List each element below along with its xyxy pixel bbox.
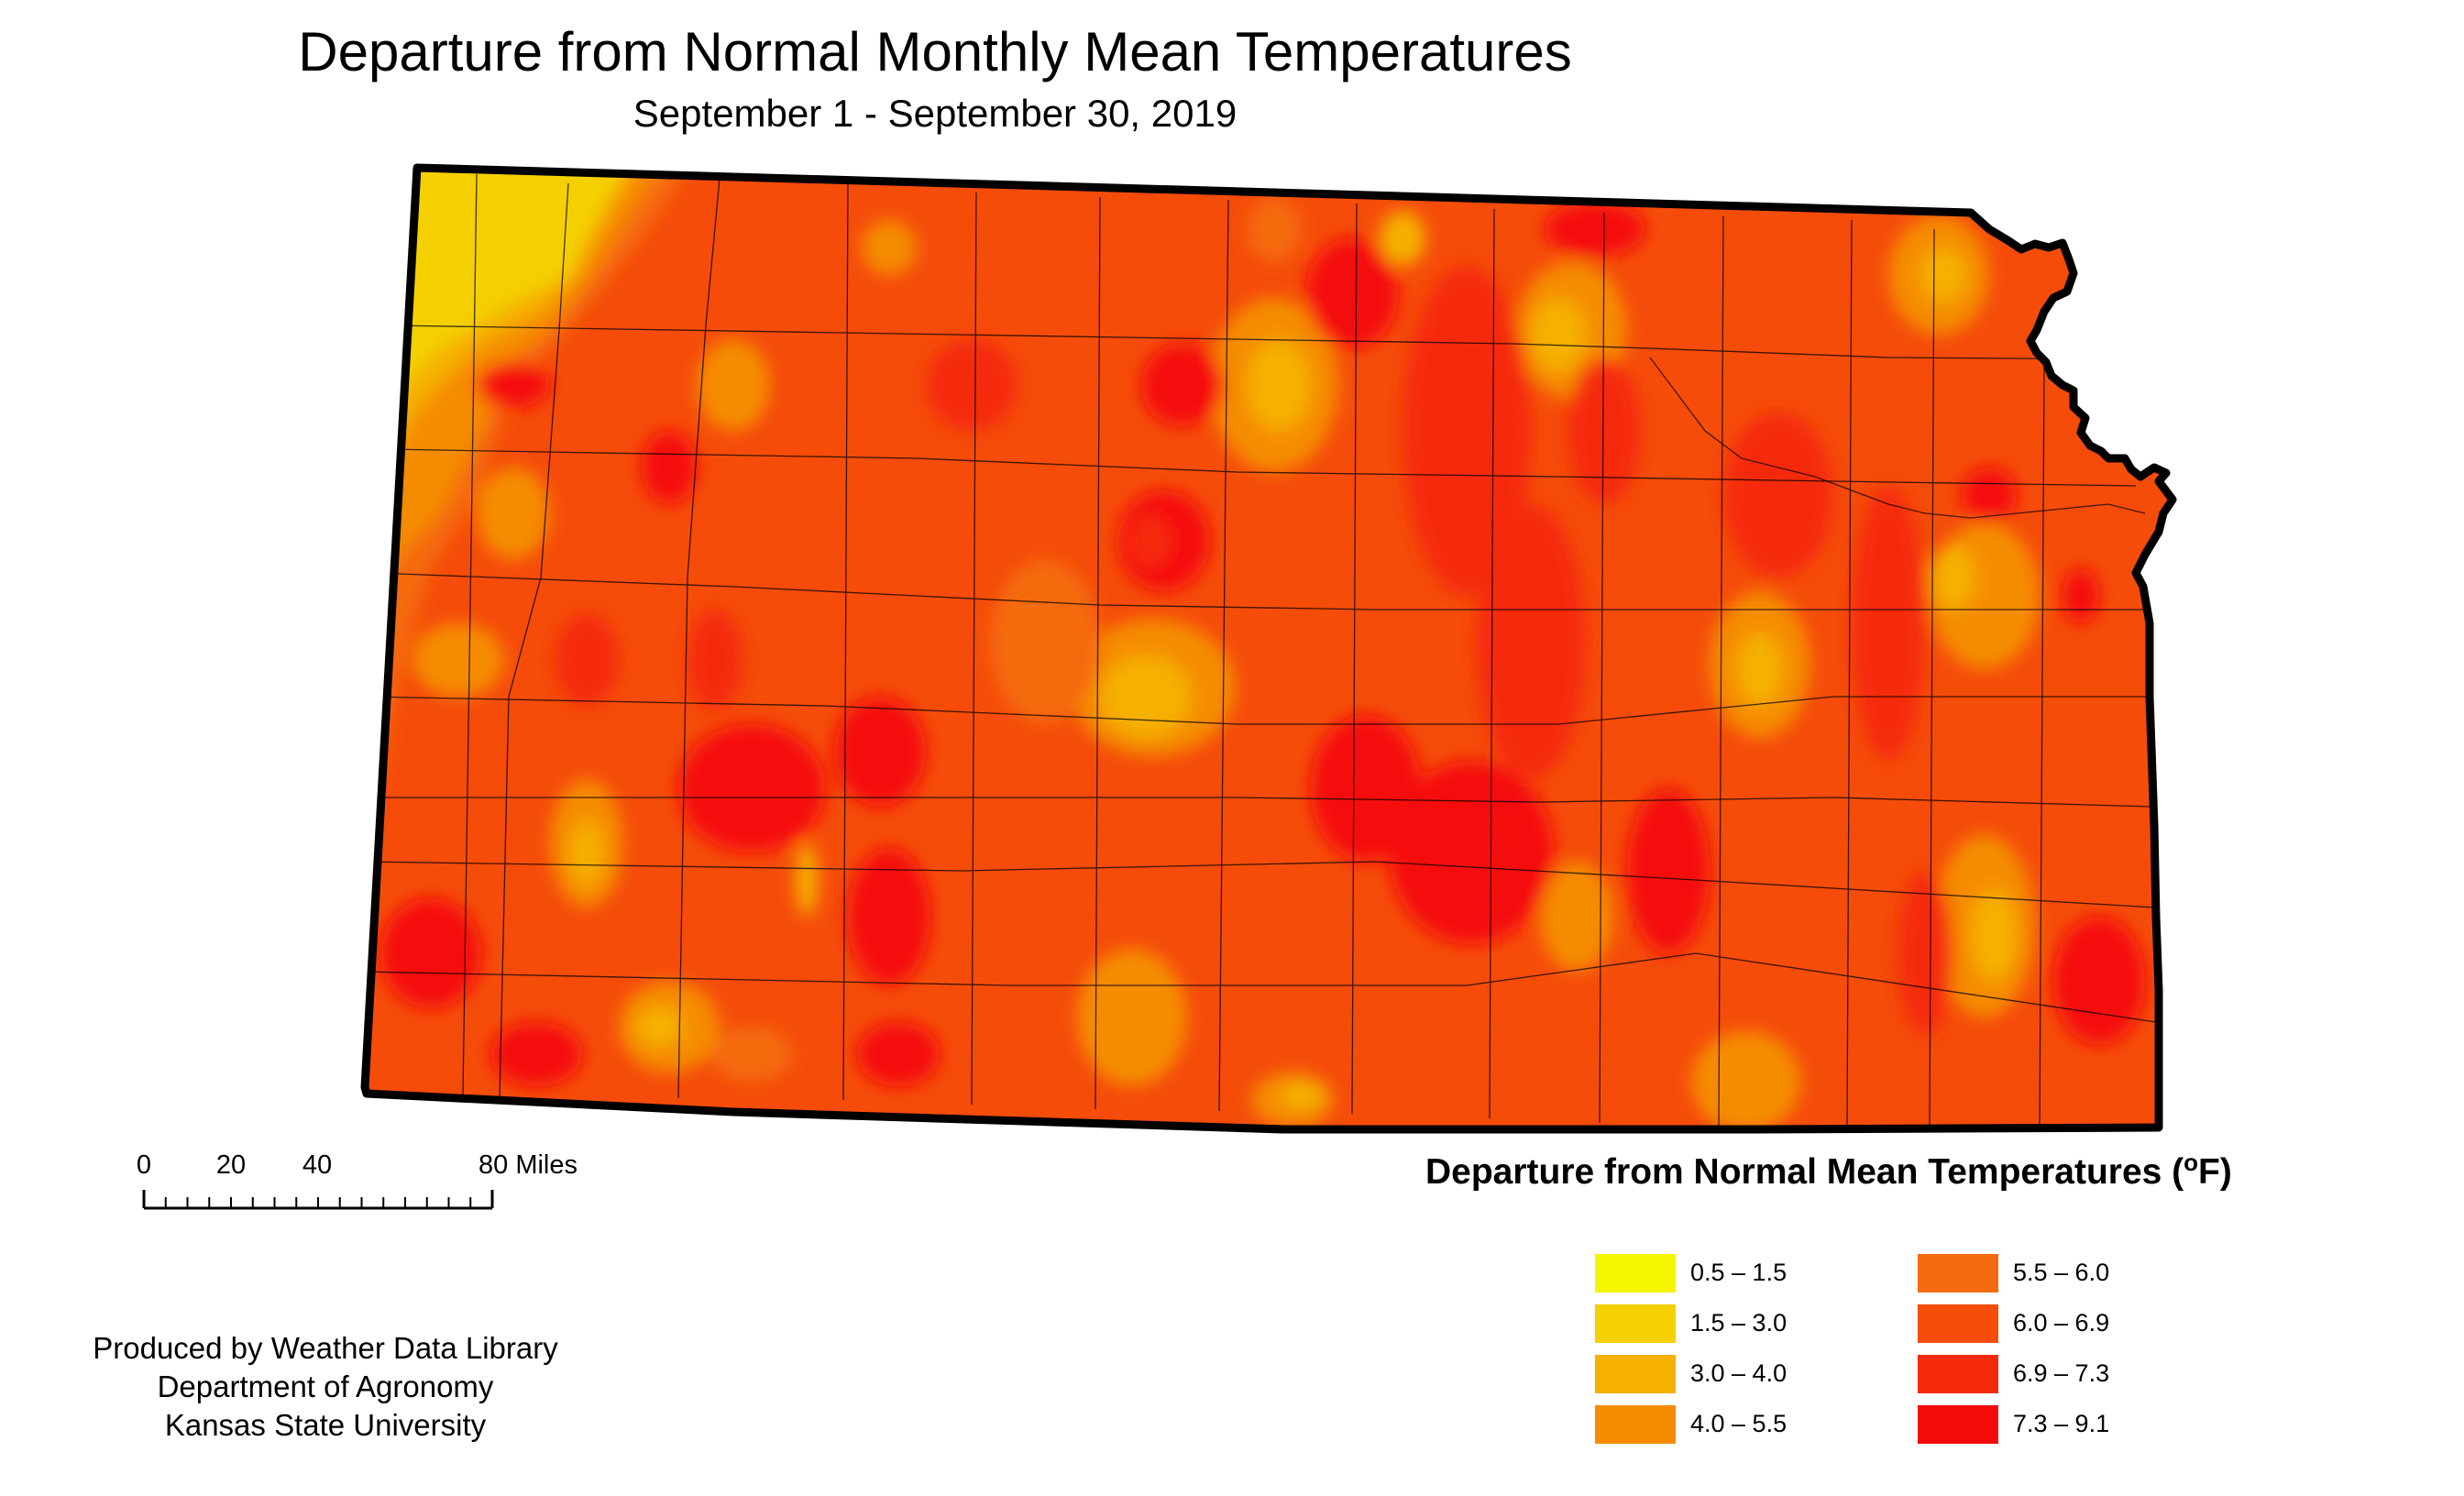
hot-z — [1568, 358, 1641, 504]
credits-line-3: Kansas State University — [164, 1408, 487, 1442]
hot-m — [642, 431, 697, 504]
legend-swatch-0 — [1595, 1254, 1676, 1292]
legend-label-4: 5.5 – 6.0 — [2013, 1259, 2110, 1286]
credits-line-2: Department of Agronomy — [157, 1370, 494, 1403]
core-h — [570, 820, 603, 885]
hot-d — [1306, 238, 1398, 348]
hot-v — [1898, 871, 1952, 1036]
hot-a — [1389, 761, 1554, 944]
hot-e — [1141, 344, 1224, 426]
hot-t — [1545, 202, 1645, 257]
legend-swatch-3 — [1595, 1405, 1676, 1444]
legend-label-3: 4.0 – 5.5 — [1690, 1410, 1788, 1437]
credits: Produced by Weather Data Library Departm… — [55, 1329, 596, 1445]
patch-d — [990, 559, 1100, 724]
core-a — [1100, 655, 1192, 738]
patch-u — [697, 339, 770, 431]
core-i — [637, 1006, 683, 1047]
patch-s — [710, 1027, 793, 1082]
scale-label-80-miles: 80 Miles — [478, 1150, 578, 1180]
core-f — [1920, 248, 1966, 302]
legend: 0.5 – 1.5 1.5 – 3.0 3.0 – 4.0 4.0 – 5.5 … — [1595, 1254, 2145, 1456]
core-g — [796, 843, 818, 917]
legend-label-7: 7.3 – 9.1 — [2013, 1410, 2110, 1437]
core-d — [1737, 632, 1783, 706]
legend-swatch-5 — [1918, 1304, 1998, 1343]
patch-m — [1540, 862, 1613, 972]
core-b — [1247, 339, 1311, 431]
river-line — [1649, 357, 2146, 519]
map-subtitle: September 1 - September 30, 2019 — [632, 92, 1238, 135]
legend-swatch-2 — [1595, 1355, 1676, 1393]
patch-t — [477, 468, 550, 559]
legend-swatch-7 — [1918, 1405, 1998, 1444]
patch-r — [1247, 197, 1302, 261]
legend-swatch-1 — [1595, 1304, 1676, 1343]
hot-q — [2053, 917, 2145, 1045]
scale-label-40: 40 — [302, 1150, 332, 1180]
core-k — [1930, 545, 1975, 610]
patch-n — [862, 220, 917, 275]
core-e — [1971, 889, 2017, 981]
legend-label-1: 1.5 – 3.0 — [1690, 1309, 1788, 1336]
hot-i — [678, 724, 825, 852]
legend-title: Departure from Normal Mean Temperatures … — [1425, 1149, 2232, 1192]
map-title: Departure from Normal Monthly Mean Tempe… — [298, 21, 1572, 82]
hot-r — [2062, 568, 2099, 623]
hot-band-a — [1402, 266, 1531, 596]
hot-l — [555, 614, 619, 706]
hot-o — [380, 898, 481, 1008]
patch-p — [412, 623, 504, 697]
patch-i — [1077, 949, 1187, 1086]
core-j — [1282, 1082, 1322, 1109]
hot-band-b — [1476, 504, 1586, 779]
scale-label-20: 20 — [216, 1150, 246, 1180]
hot-u — [1130, 515, 1171, 566]
patch-j — [1691, 1031, 1801, 1129]
legend-label-6: 6.9 – 7.3 — [2013, 1359, 2110, 1387]
hot-w — [1852, 486, 1925, 761]
legend-label-5: 6.0 – 6.9 — [2013, 1309, 2110, 1336]
patch-q — [1380, 211, 1425, 266]
hot-p — [490, 1022, 582, 1086]
west-band-1-3 — [365, 168, 632, 431]
legend-label-2: 3.0 – 4.0 — [1690, 1359, 1788, 1387]
core-c — [1531, 298, 1586, 371]
legend-label-0: 0.5 – 1.5 — [1690, 1259, 1788, 1286]
county-lines — [365, 173, 2157, 1128]
hot-k — [688, 610, 742, 710]
hot-h — [857, 1022, 940, 1086]
legend-swatch-4 — [1918, 1254, 1998, 1292]
scale-label-0: 0 — [137, 1150, 151, 1180]
legend-swatch-6 — [1918, 1355, 1998, 1393]
hot-y — [926, 339, 1018, 431]
hot-x — [1723, 412, 1833, 578]
hot-g — [848, 848, 930, 985]
scale-bar: 0 20 40 80 Miles — [137, 1150, 578, 1210]
hot-n — [477, 362, 550, 408]
hot-s — [1962, 468, 2017, 522]
hot-j — [834, 697, 926, 807]
hot-b — [1311, 715, 1421, 862]
hot-c — [1627, 788, 1710, 953]
credits-line-1: Produced by Weather Data Library — [93, 1331, 558, 1365]
